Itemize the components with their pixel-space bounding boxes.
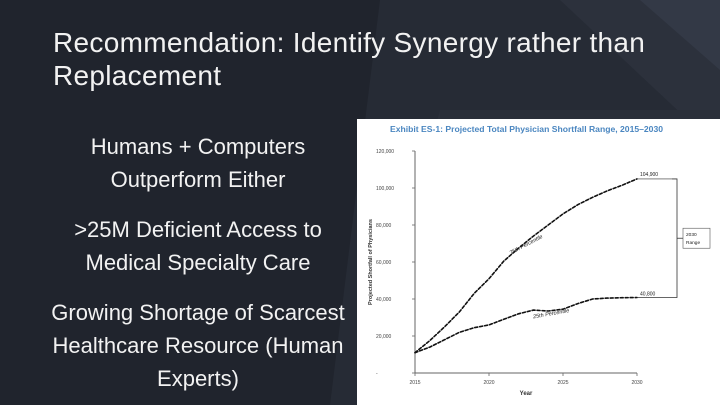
y-tick-label: 80,000 bbox=[376, 223, 392, 229]
x-tick-label: 2015 bbox=[409, 380, 420, 386]
series-label-75th: 75th Percentile bbox=[509, 234, 544, 257]
y-tick-label: 20,000 bbox=[376, 334, 392, 340]
y-tick-label: - bbox=[376, 371, 378, 377]
end-value-low: 40,800 bbox=[640, 292, 656, 298]
y-tick-label: 100,000 bbox=[376, 186, 394, 192]
y-tick-label: 120,000 bbox=[376, 149, 394, 155]
y-tick-label: 40,000 bbox=[376, 297, 392, 303]
range-label-box bbox=[682, 227, 711, 249]
chart-title: Exhibit ES-1: Projected Total Physician … bbox=[390, 124, 663, 134]
bullet-item: Growing Shortage of Scarcest Healthcare … bbox=[51, 300, 345, 391]
range-label-line1: 2030 bbox=[686, 232, 697, 238]
x-tick-label: 2030 bbox=[631, 380, 642, 386]
end-value-high: 104,900 bbox=[640, 172, 658, 178]
bullet-item: Humans + Computers Outperform Either bbox=[90, 134, 306, 192]
chart-panel: Exhibit ES-1: Projected Total Physician … bbox=[357, 119, 720, 405]
range-bracket bbox=[672, 178, 678, 298]
x-tick-label: 2025 bbox=[557, 380, 568, 386]
series-line-75th-percentile bbox=[414, 178, 638, 354]
series-line-25th-percentile bbox=[414, 296, 638, 354]
physician-shortfall-chart: Exhibit ES-1: Projected Total Physician … bbox=[368, 124, 711, 397]
bullet-item: >25M Deficient Access to Medical Special… bbox=[74, 217, 322, 275]
y-axis-label: Projected Shortfall of Physicians bbox=[368, 219, 374, 305]
x-tick-label: 2020 bbox=[483, 380, 494, 386]
bullet-list: Humans + Computers Outperform Either >25… bbox=[48, 130, 348, 395]
slide-title: Recommendation: Identify Synergy rather … bbox=[53, 27, 646, 91]
y-tick-label: 60,000 bbox=[376, 260, 392, 266]
range-label-line2: Range bbox=[686, 240, 700, 246]
x-axis-label: Year bbox=[520, 391, 533, 397]
